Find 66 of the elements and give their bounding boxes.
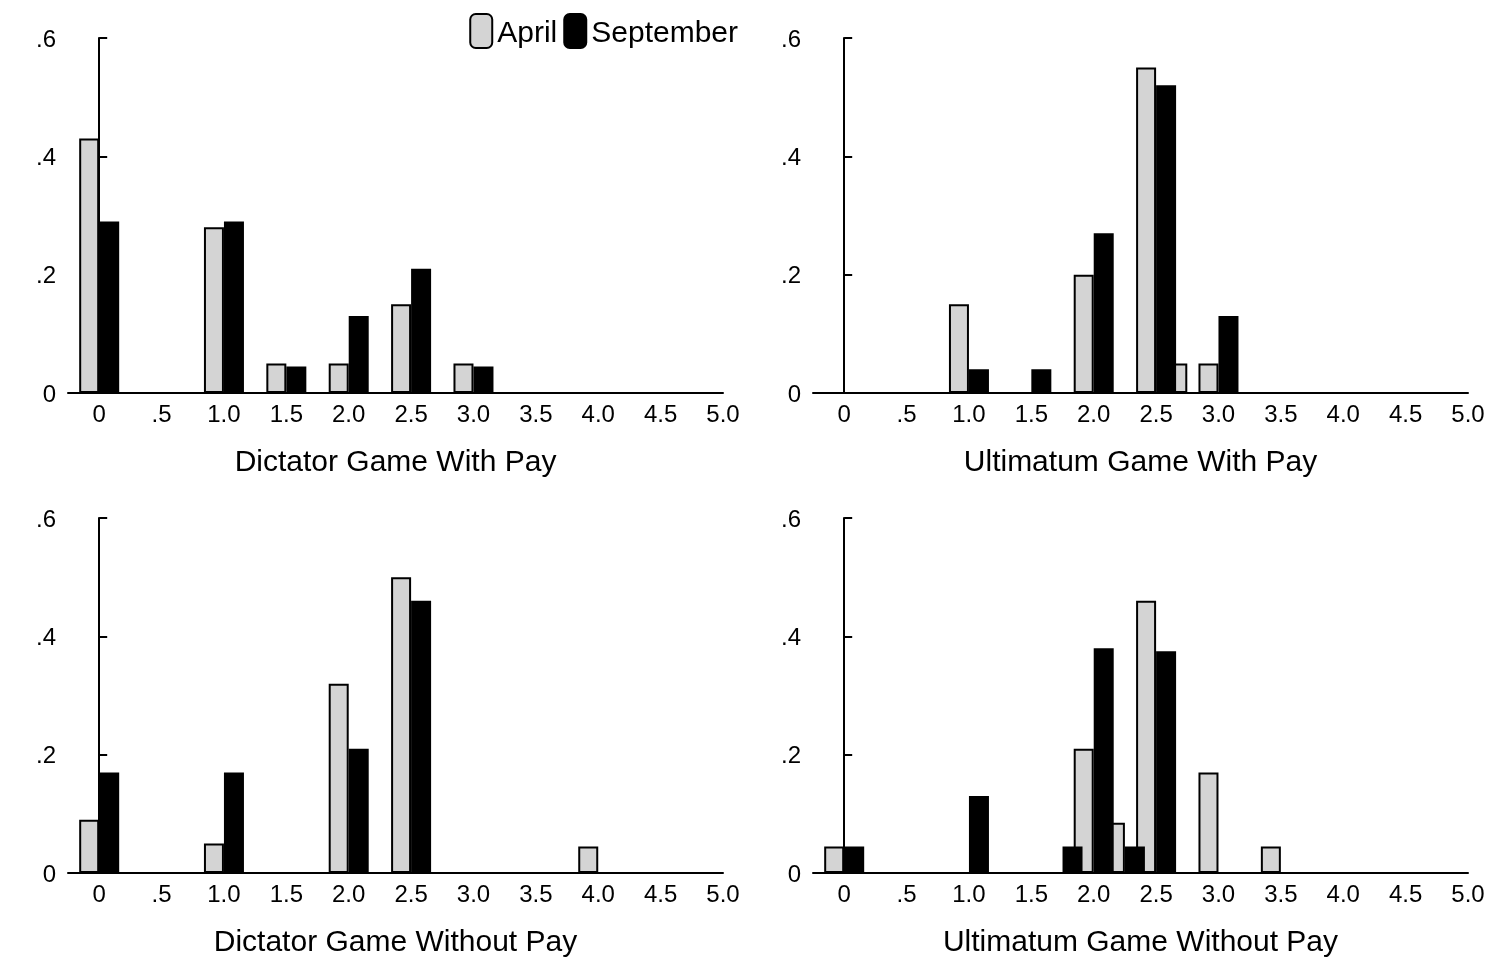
x-tick-label: 2.0 [332,399,366,427]
x-tick-label: 5.0 [1451,399,1485,427]
y-tick-label: .4 [35,622,56,650]
x-tick-label: 3.0 [456,399,491,427]
x-tick-label: 3.5 [519,879,553,907]
x-tick-label: 4.5 [1388,879,1423,907]
x-tick-label: 2.5 [1139,879,1173,907]
x-axis-title: Dictator Game With Pay [234,443,557,477]
legend-label: April [497,14,558,48]
x-tick-label: 1.5 [1014,879,1049,907]
y-tick-label: .6 [780,24,801,52]
x-tick-label: 1.0 [952,879,986,907]
x-tick-label: 4.0 [581,399,615,427]
x-tick-label: .5 [896,879,917,907]
y-tick-label: 0 [42,379,56,407]
x-tick-label: 4.0 [1326,879,1360,907]
x-tick-label: 1.5 [1014,399,1049,427]
y-tick-label: .2 [780,261,801,289]
y-tick-label: .4 [780,622,801,650]
x-tick-label: 2.5 [394,879,428,907]
x-tick-label: 1.0 [952,399,986,427]
y-tick-label: 0 [42,859,56,887]
x-tick-label: 0 [837,879,851,907]
x-tick-label: 4.5 [643,399,678,427]
x-tick-label: 3.5 [519,399,553,427]
x-tick-label: 1.5 [269,399,304,427]
x-tick-label: 3.0 [456,879,491,907]
legend-label: September [591,14,739,48]
x-tick-label: .5 [151,399,172,427]
x-tick-label: 5.0 [1451,879,1485,907]
x-tick-label: 1.0 [207,879,241,907]
y-tick-label: 0 [787,379,801,407]
x-tick-label: 5.0 [706,879,740,907]
x-tick-label: .5 [896,399,917,427]
x-tick-label: 3.5 [1264,399,1298,427]
x-tick-label: 1.5 [269,879,304,907]
x-tick-label: 2.0 [332,879,366,907]
x-tick-label: 3.5 [1264,879,1298,907]
y-tick-label: .2 [35,261,56,289]
x-tick-label: 1.0 [207,399,241,427]
x-tick-label: .5 [151,879,172,907]
x-tick-label: 2.5 [1139,399,1173,427]
x-axis-title: Dictator Game Without Pay [213,923,578,957]
x-tick-label: 4.5 [643,879,678,907]
x-tick-label: 4.0 [1326,399,1360,427]
x-tick-label: 2.5 [394,399,428,427]
x-tick-label: 4.0 [581,879,615,907]
y-tick-label: .4 [35,142,56,170]
y-tick-label: .6 [780,504,801,532]
x-tick-label: 5.0 [706,399,740,427]
x-axis-title: Ultimatum Game With Pay [963,443,1318,477]
x-tick-label: 2.0 [1077,879,1111,907]
x-tick-label: 3.0 [1201,399,1236,427]
y-tick-label: .4 [780,142,801,170]
y-tick-label: .2 [35,741,56,769]
x-tick-label: 0 [837,399,851,427]
x-tick-label: 0 [92,399,106,427]
x-tick-label: 4.5 [1388,399,1423,427]
x-axis-title: Ultimatum Game Without Pay [942,923,1339,957]
x-tick-label: 3.0 [1201,879,1236,907]
y-tick-label: 0 [787,859,801,887]
x-tick-label: 2.0 [1077,399,1111,427]
y-tick-label: .2 [780,741,801,769]
x-tick-label: 0 [92,879,106,907]
y-tick-label: .6 [35,504,56,532]
y-tick-label: .6 [35,24,56,52]
